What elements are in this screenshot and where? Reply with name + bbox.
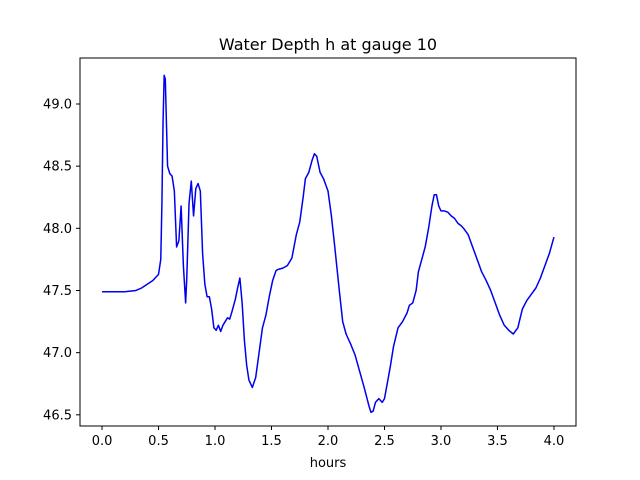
x-tick-label: 1.5 xyxy=(261,434,282,449)
x-tick-label: 3.5 xyxy=(487,434,508,449)
x-tick-label: 2.0 xyxy=(318,434,339,449)
axis-ticks: 0.0 0.5 1.0 1.5 2.0 2.5 3.0 3.5 4.0 46.5 47.0 47.5 4… xyxy=(43,98,564,450)
x-tick-label: 1.0 xyxy=(205,434,226,449)
plot-area xyxy=(102,74,555,414)
axes-frame xyxy=(79,57,577,427)
y-tick-label: 48.5 xyxy=(43,160,72,175)
y-tick-label: 48.0 xyxy=(43,222,72,237)
y-tick-label: 49.0 xyxy=(43,98,72,113)
x-tick-label: 0.0 xyxy=(92,434,113,449)
y-tick-label: 46.5 xyxy=(43,408,72,423)
x-tick-label: 4.0 xyxy=(544,434,565,449)
x-tick-label: 2.5 xyxy=(374,434,395,449)
y-tick-label: 47.5 xyxy=(43,284,72,299)
series-line-0 xyxy=(102,74,555,414)
x-tick-label: 0.5 xyxy=(148,434,169,449)
chart-title: Water Depth h at gauge 10 xyxy=(219,35,437,54)
x-tick-label: 3.0 xyxy=(431,434,452,449)
y-tick-label: 47.0 xyxy=(43,346,72,361)
x-axis-label: hours xyxy=(310,456,347,471)
